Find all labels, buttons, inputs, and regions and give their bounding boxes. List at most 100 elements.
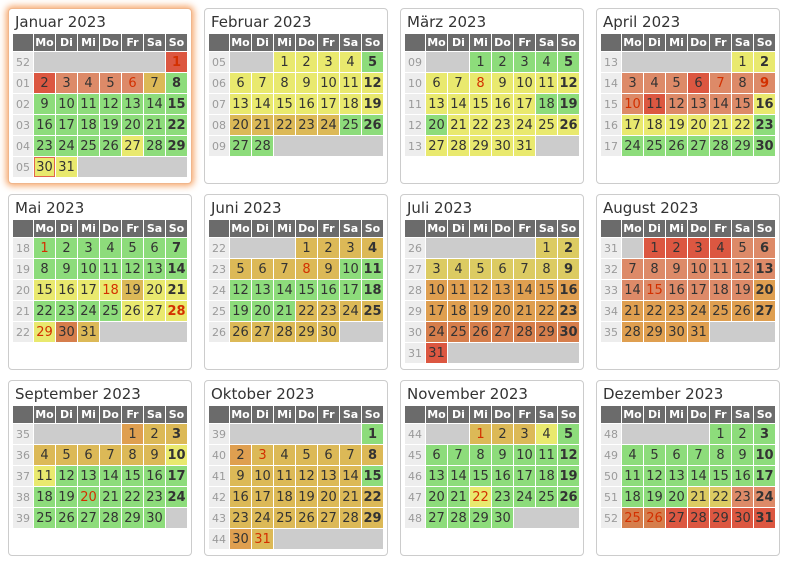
day-cell[interactable]: 29 [732,136,753,156]
day-cell[interactable]: 23 [558,301,579,321]
day-cell[interactable]: 14 [340,466,361,486]
day-cell[interactable]: 3 [78,238,99,258]
day-cell[interactable]: 28 [448,136,469,156]
day-cell[interactable]: 21 [100,487,121,507]
day-cell[interactable]: 10 [252,466,273,486]
day-cell[interactable]: 21 [622,301,643,321]
day-cell[interactable]: 22 [296,301,317,321]
day-cell[interactable]: 30 [56,322,77,342]
day-cell[interactable]: 8 [296,259,317,279]
day-cell[interactable]: 8 [274,73,295,93]
day-cell[interactable]: 23 [34,136,55,156]
day-cell[interactable]: 27 [688,136,709,156]
day-cell[interactable]: 10 [514,73,535,93]
day-cell[interactable]: 5 [558,52,579,72]
day-cell[interactable]: 20 [122,115,143,135]
day-cell[interactable]: 9 [754,73,775,93]
day-cell[interactable]: 30 [318,322,339,342]
day-cell[interactable]: 9 [666,259,687,279]
day-cell[interactable]: 25 [644,136,665,156]
day-cell[interactable]: 9 [492,73,513,93]
day-cell[interactable]: 28 [340,508,361,528]
day-cell[interactable]: 10 [166,445,187,465]
day-cell[interactable]: 2 [34,73,55,93]
day-cell[interactable]: 25 [622,508,643,528]
day-cell[interactable]: 1 [470,424,491,444]
day-cell[interactable]: 2 [666,238,687,258]
day-cell[interactable]: 28 [274,322,295,342]
day-cell[interactable]: 3 [622,73,643,93]
day-cell[interactable]: 16 [318,280,339,300]
day-cell[interactable]: 29 [166,136,187,156]
day-cell[interactable]: 15 [274,94,295,114]
day-cell[interactable]: 26 [558,115,579,135]
day-cell[interactable]: 2 [754,52,775,72]
day-cell[interactable]: 6 [252,259,273,279]
day-cell[interactable]: 9 [732,445,753,465]
day-cell[interactable]: 25 [78,136,99,156]
day-cell[interactable]: 18 [274,487,295,507]
day-cell[interactable]: 12 [732,259,753,279]
day-cell[interactable]: 13 [252,280,273,300]
day-cell[interactable]: 23 [492,115,513,135]
day-cell[interactable]: 5 [56,445,77,465]
day-cell[interactable]: 7 [622,259,643,279]
day-cell[interactable]: 26 [732,301,753,321]
day-cell[interactable]: 25 [34,508,55,528]
day-cell[interactable]: 21 [340,487,361,507]
day-cell[interactable]: 23 [732,487,753,507]
day-cell[interactable]: 24 [318,115,339,135]
day-cell[interactable]: 28 [710,136,731,156]
day-cell[interactable]: 3 [426,259,447,279]
day-cell[interactable]: 2 [318,238,339,258]
day-cell[interactable]: 30 [732,508,753,528]
day-cell[interactable]: 19 [56,487,77,507]
day-cell[interactable]: 30 [558,322,579,342]
day-cell[interactable]: 8 [710,445,731,465]
day-cell[interactable]: 22 [166,115,187,135]
day-cell[interactable]: 9 [558,259,579,279]
day-cell[interactable]: 18 [644,115,665,135]
day-cell[interactable]: 4 [340,52,361,72]
day-cell[interactable]: 21 [144,115,165,135]
day-cell[interactable]: 22 [34,301,55,321]
day-cell[interactable]: 10 [426,280,447,300]
day-cell[interactable]: 12 [470,280,491,300]
day-cell[interactable]: 4 [644,73,665,93]
day-cell[interactable]: 31 [78,322,99,342]
day-cell[interactable]: 1 [122,424,143,444]
day-cell[interactable]: 23 [144,487,165,507]
day-cell[interactable]: 20 [688,115,709,135]
day-cell[interactable]: 1 [274,52,295,72]
day-cell[interactable]: 11 [100,259,121,279]
day-cell[interactable]: 20 [426,487,447,507]
day-cell[interactable]: 7 [166,238,187,258]
day-cell[interactable]: 15 [296,280,317,300]
day-cell[interactable]: 28 [100,508,121,528]
day-cell[interactable]: 16 [492,94,513,114]
day-cell[interactable]: 5 [122,238,143,258]
day-cell[interactable]: 19 [100,115,121,135]
day-cell[interactable]: 22 [362,487,383,507]
day-cell[interactable]: 21 [514,301,535,321]
day-cell[interactable]: 26 [470,322,491,342]
day-cell[interactable]: 19 [732,280,753,300]
day-cell[interactable]: 24 [514,487,535,507]
day-cell[interactable]: 26 [100,136,121,156]
day-cell[interactable]: 11 [362,259,383,279]
day-cell[interactable]: 22 [122,487,143,507]
day-cell[interactable]: 13 [688,94,709,114]
day-cell[interactable]: 26 [666,136,687,156]
day-cell[interactable]: 20 [754,280,775,300]
day-cell[interactable]: 19 [230,301,251,321]
day-cell[interactable]: 30 [492,508,513,528]
day-cell[interactable]: 17 [514,466,535,486]
day-cell[interactable]: 28 [166,301,187,321]
day-cell[interactable]: 13 [78,466,99,486]
day-cell[interactable]: 14 [710,94,731,114]
day-cell[interactable]: 27 [426,136,447,156]
day-cell[interactable]: 5 [732,238,753,258]
day-cell[interactable]: 30 [666,322,687,342]
day-cell[interactable]: 28 [144,136,165,156]
day-cell[interactable]: 25 [362,301,383,321]
